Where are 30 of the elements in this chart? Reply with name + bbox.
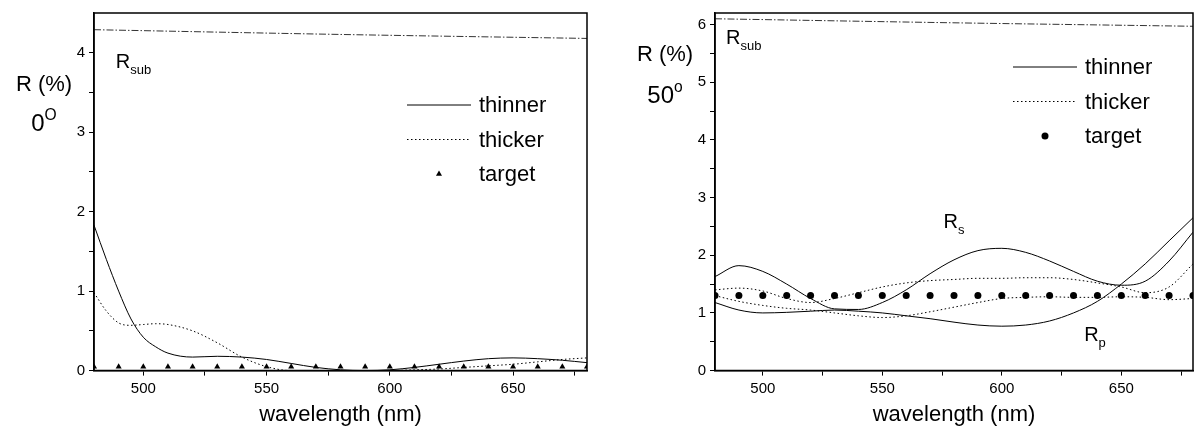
y-tick-label: 4	[76, 42, 85, 60]
y-tick-label: 2	[697, 245, 706, 263]
y-tick-label: 1	[697, 303, 706, 321]
x-tick-label: 600	[377, 378, 403, 396]
x-tick-label: 550	[254, 378, 280, 396]
legend-label: thicker	[479, 126, 544, 152]
y-tick-label: 0	[76, 360, 85, 378]
y-tick-label: 1	[76, 281, 85, 299]
legend-label: target	[479, 161, 536, 187]
x-tick-label: 500	[750, 378, 776, 396]
y-tick-label: 0	[697, 360, 706, 378]
x-tick-label: 650	[500, 378, 526, 396]
x-axis-title: wavelength (nm)	[871, 400, 1036, 426]
x-tick-label: 650	[1108, 378, 1134, 396]
y-tick-label: 3	[697, 187, 706, 205]
y-tick-label: 5	[697, 72, 706, 90]
y-tick-label: 4	[697, 130, 706, 148]
legend-label: target	[1085, 123, 1142, 149]
x-tick-label: 500	[130, 378, 156, 396]
legend-label: thinner	[1085, 54, 1153, 80]
legend-label: thicker	[1085, 88, 1150, 114]
y-tick-label: 6	[697, 14, 706, 32]
legend-label: thinner	[479, 92, 547, 118]
x-tick-label: 550	[869, 378, 895, 396]
y-axis-title: R (%)	[15, 71, 73, 96]
x-tick-label: 600	[989, 378, 1015, 396]
x-axis-title: wavelength (nm)	[258, 400, 422, 426]
y-tick-label: 3	[76, 122, 85, 140]
y-axis-title: R (%)	[636, 41, 694, 66]
y-tick-label: 2	[76, 201, 85, 219]
